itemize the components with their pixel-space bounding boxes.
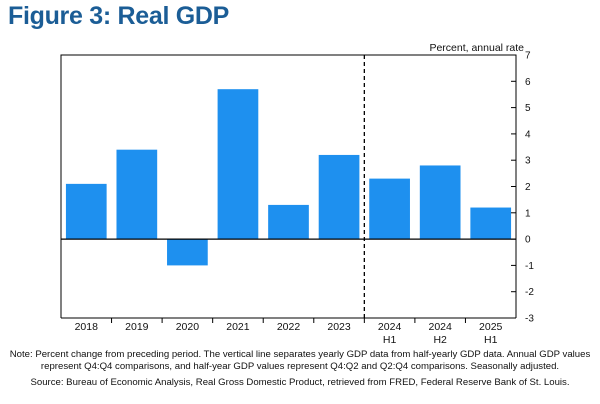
chart-note: Note: Percent change from preceding peri… [9,349,591,372]
x-tick-label: 2018 [75,321,99,333]
y-tick-label: 4 [525,129,531,140]
y-tick-label: 1 [525,208,531,219]
x-tick-sublabel: H2 [433,334,447,346]
y-tick-label: 6 [525,77,531,88]
y-tick-label: 3 [525,156,531,167]
x-tick-label: 2023 [327,321,351,333]
y-tick-label: -3 [525,314,534,325]
bar-8 [470,207,512,240]
y-tick-label: -1 [525,261,534,272]
y-tick-label: 0 [525,235,531,246]
x-tick-sublabel: H1 [484,334,498,346]
x-tick-label: 2020 [176,321,200,333]
bar-4 [268,204,309,240]
y-tick-label: 2 [525,182,531,193]
bar-5 [318,154,360,240]
x-tick-label: 2019 [125,321,149,333]
bar-6 [369,178,410,240]
x-tick-label: 2022 [277,321,301,333]
x-tick-label: 2021 [226,321,250,333]
x-tick-label: 2024 [428,321,452,333]
x-tick-label: 2024 [378,321,402,333]
x-tick-sublabel: H1 [383,334,397,346]
bar-1 [116,149,158,240]
bar-0 [65,183,107,240]
bar-2 [167,239,208,266]
chart-source: Source: Bureau of Economic Analysis, Rea… [30,377,570,388]
bar-7 [419,165,461,240]
figure-title: Figure 3: Real GDP [8,2,230,30]
y-axis-label: Percent, annual rate [429,42,524,54]
x-tick-label: 2025 [479,321,503,333]
bar-3 [217,89,259,240]
y-tick-label: 7 [525,51,531,62]
y-tick-label: -2 [525,287,534,298]
y-tick-label: 5 [525,103,531,114]
